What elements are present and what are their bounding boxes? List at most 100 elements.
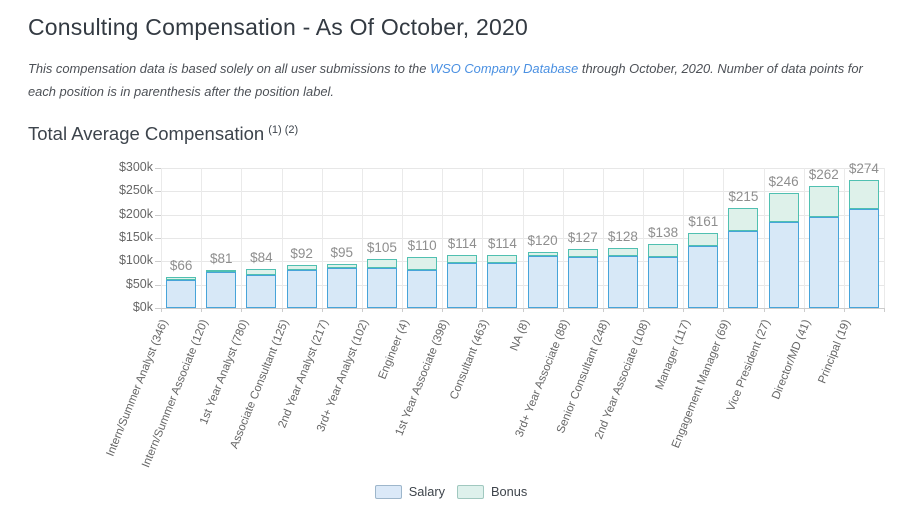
bar-salary-segment[interactable] bbox=[728, 230, 759, 309]
x-axis-tick bbox=[803, 308, 805, 313]
gridline-vertical bbox=[803, 168, 805, 309]
bar-bonus-segment[interactable] bbox=[166, 277, 197, 280]
legend-item-bonus[interactable]: Bonus bbox=[456, 484, 527, 499]
gridline-vertical bbox=[201, 168, 203, 309]
bar-bonus-segment[interactable] bbox=[808, 185, 839, 218]
y-axis-tick bbox=[155, 214, 161, 216]
bar-salary-segment[interactable] bbox=[567, 257, 598, 309]
bar-total-label: $127 bbox=[567, 229, 598, 245]
bar-total-label: $246 bbox=[768, 174, 799, 190]
bar-total-label: $274 bbox=[848, 161, 879, 177]
x-axis-label: Consultant (463) bbox=[448, 318, 492, 402]
bar-total-label: $114 bbox=[447, 235, 477, 251]
bar-bonus-segment[interactable] bbox=[567, 248, 598, 258]
salary-swatch-icon bbox=[374, 484, 402, 499]
gridline-vertical bbox=[442, 168, 444, 309]
bar-salary-segment[interactable] bbox=[166, 279, 197, 309]
gridline-vertical bbox=[482, 168, 484, 309]
gridline-vertical bbox=[562, 168, 564, 309]
x-axis-label: NA (8) bbox=[508, 318, 532, 353]
bar-salary-segment[interactable] bbox=[527, 256, 558, 309]
x-axis-tick bbox=[281, 308, 283, 313]
data-source-note: This compensation data is based solely o… bbox=[28, 58, 874, 103]
y-axis-tick bbox=[155, 284, 161, 286]
x-axis-label: Manager (117) bbox=[653, 318, 693, 392]
y-axis-label: $0k bbox=[132, 300, 153, 315]
bar-salary-segment[interactable] bbox=[688, 245, 719, 309]
x-axis-tick bbox=[361, 308, 363, 313]
bar-salary-segment[interactable] bbox=[848, 209, 879, 309]
gridline-vertical bbox=[602, 168, 604, 309]
bar-bonus-segment[interactable] bbox=[447, 254, 478, 263]
x-axis-tick bbox=[522, 308, 524, 313]
gridline-vertical bbox=[683, 168, 685, 309]
bar-total-label: $128 bbox=[607, 229, 638, 245]
bar-salary-segment[interactable] bbox=[206, 272, 237, 309]
x-axis-tick bbox=[763, 308, 765, 313]
bar-salary-segment[interactable] bbox=[487, 263, 518, 309]
bar-bonus-segment[interactable] bbox=[407, 256, 438, 270]
y-axis-tick bbox=[155, 191, 161, 193]
bar-salary-segment[interactable] bbox=[808, 217, 839, 309]
bar-salary-segment[interactable] bbox=[607, 256, 638, 309]
gridline-vertical bbox=[281, 168, 283, 309]
gridline-vertical bbox=[321, 168, 323, 309]
wso-company-database-link[interactable]: WSO Company Database bbox=[429, 61, 579, 76]
x-axis-label: Engineer (4) bbox=[376, 318, 412, 382]
bar-total-label: $120 bbox=[527, 233, 558, 249]
bar-bonus-segment[interactable] bbox=[487, 254, 518, 264]
note-text-after: through October, 2020. Number of data po… bbox=[28, 61, 863, 99]
bar-salary-segment[interactable] bbox=[768, 221, 799, 309]
bar-total-label: $92 bbox=[290, 246, 313, 262]
footnote-markers: (1) (2) bbox=[268, 124, 299, 136]
bar-total-label: $81 bbox=[209, 251, 233, 267]
x-axis-tick bbox=[723, 308, 725, 313]
bar-salary-segment[interactable] bbox=[246, 274, 277, 309]
bar-salary-segment[interactable] bbox=[648, 256, 679, 309]
bar-salary-segment[interactable] bbox=[326, 268, 357, 309]
y-axis-label: $150k bbox=[118, 230, 153, 245]
bar-bonus-segment[interactable] bbox=[607, 248, 638, 257]
bar-total-label: $215 bbox=[728, 188, 759, 204]
y-axis-tick bbox=[155, 168, 161, 170]
bar-salary-segment[interactable] bbox=[407, 269, 438, 309]
bar-total-label: $66 bbox=[169, 258, 193, 274]
x-axis-tick bbox=[241, 308, 243, 313]
bar-salary-segment[interactable] bbox=[447, 262, 478, 309]
bar-bonus-segment[interactable] bbox=[246, 268, 277, 275]
bar-bonus-segment[interactable] bbox=[206, 270, 237, 273]
x-axis-tick bbox=[884, 308, 885, 313]
bar-salary-segment[interactable] bbox=[366, 267, 397, 309]
y-axis-tick bbox=[155, 308, 161, 310]
gridline-vertical bbox=[723, 168, 725, 309]
bar-bonus-segment[interactable] bbox=[688, 233, 719, 246]
x-axis-tick bbox=[442, 308, 444, 313]
legend-label-salary: Salary bbox=[408, 484, 445, 500]
x-axis-tick bbox=[161, 308, 162, 313]
bar-bonus-segment[interactable] bbox=[286, 265, 317, 270]
y-axis-label: $50k bbox=[125, 276, 153, 291]
bar-bonus-segment[interactable] bbox=[326, 263, 357, 268]
bar-total-label: $114 bbox=[487, 235, 517, 251]
bar-bonus-segment[interactable] bbox=[527, 252, 558, 257]
x-axis-label: Director/MD (41) bbox=[769, 318, 813, 402]
bar-bonus-segment[interactable] bbox=[648, 243, 679, 257]
bar-total-label: $84 bbox=[250, 249, 273, 265]
bar-total-label: $161 bbox=[688, 214, 719, 230]
gridline-vertical bbox=[643, 168, 644, 309]
legend-item-salary[interactable]: Salary bbox=[374, 484, 445, 500]
x-axis-tick bbox=[562, 308, 564, 313]
gridline-vertical bbox=[361, 168, 363, 309]
bar-bonus-segment[interactable] bbox=[848, 180, 879, 210]
gridline-vertical bbox=[884, 168, 885, 309]
gridline-vertical bbox=[241, 168, 243, 309]
y-axis-label: $250k bbox=[118, 183, 153, 198]
x-axis-tick bbox=[843, 308, 845, 313]
bar-bonus-segment[interactable] bbox=[366, 259, 397, 268]
bar-bonus-segment[interactable] bbox=[768, 193, 799, 222]
bar-salary-segment[interactable] bbox=[286, 269, 317, 309]
bar-bonus-segment[interactable] bbox=[728, 207, 759, 231]
x-axis-tick bbox=[321, 308, 323, 313]
gridline-vertical bbox=[402, 168, 403, 309]
